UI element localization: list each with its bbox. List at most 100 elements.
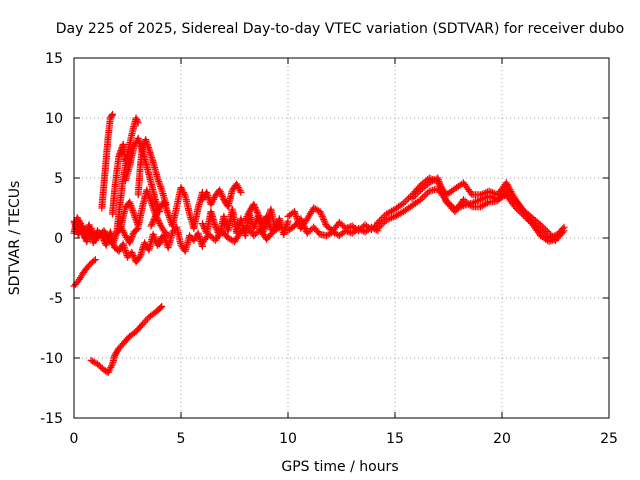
data-point	[153, 174, 161, 182]
data-point	[241, 216, 249, 224]
data-point	[154, 176, 162, 184]
data-point	[108, 112, 116, 120]
data-point	[540, 224, 548, 232]
data-point	[106, 365, 114, 373]
data-point	[301, 224, 309, 232]
data-point	[250, 232, 258, 240]
data-point	[156, 181, 164, 189]
data-point	[148, 219, 156, 227]
data-point	[441, 193, 449, 201]
data-point	[233, 182, 241, 190]
y-tick-label: -15	[40, 411, 63, 427]
data-point	[180, 190, 188, 198]
data-point	[435, 177, 443, 185]
data-point	[145, 193, 153, 201]
data-point	[153, 199, 161, 207]
data-point	[208, 199, 216, 207]
data-point	[180, 189, 188, 197]
data-point	[206, 232, 214, 240]
data-point	[317, 209, 325, 217]
data-point	[300, 223, 308, 231]
data-point	[376, 223, 384, 231]
data-point	[74, 215, 82, 223]
data-point	[297, 215, 305, 223]
data-point	[97, 363, 105, 371]
data-point	[253, 208, 261, 216]
data-point	[219, 194, 227, 202]
data-point	[538, 222, 546, 230]
data-point	[160, 233, 168, 241]
data-point	[250, 202, 258, 210]
data-point	[143, 186, 151, 194]
data-point	[543, 228, 551, 236]
data-point	[108, 362, 116, 370]
data-point	[128, 250, 136, 258]
data-point	[90, 257, 98, 265]
x-tick-label: 25	[600, 431, 618, 447]
data-point	[104, 368, 112, 376]
data-point	[410, 193, 418, 201]
data-point	[475, 196, 483, 204]
data-point	[250, 200, 258, 208]
data-point	[438, 186, 446, 194]
data-point	[130, 210, 138, 218]
data-point	[149, 217, 157, 225]
data-point	[235, 185, 243, 193]
grid-lines	[74, 58, 609, 418]
data-point	[160, 198, 168, 206]
data-point	[478, 195, 486, 203]
data-point	[400, 199, 408, 207]
data-point	[477, 196, 485, 204]
data-point	[151, 214, 159, 222]
data-point	[440, 191, 448, 199]
data-point	[160, 232, 168, 240]
data-point	[437, 184, 445, 192]
y-tick-label: -5	[49, 291, 63, 307]
data-point	[320, 217, 328, 225]
chart-title: Day 225 of 2025, Sidereal Day-to-day VTE…	[56, 21, 624, 37]
data-point	[129, 231, 137, 239]
data-point	[144, 189, 152, 197]
data-point	[73, 214, 81, 222]
data-point	[152, 197, 160, 205]
data-point	[204, 192, 212, 200]
data-point	[480, 194, 488, 202]
y-tick-label: 5	[54, 171, 63, 187]
data-point	[154, 216, 162, 224]
data-point	[542, 226, 550, 234]
data-point	[218, 191, 226, 199]
data-point	[203, 188, 211, 196]
data-point	[412, 191, 420, 199]
data-point	[128, 205, 136, 213]
data-point	[94, 360, 102, 368]
data-point	[298, 218, 306, 226]
y-tick-label: 15	[45, 51, 63, 67]
data-point	[162, 205, 170, 213]
data-point	[135, 254, 143, 261]
data-point	[211, 222, 219, 230]
data-point	[151, 212, 159, 220]
data-point	[138, 144, 146, 152]
data-point	[483, 199, 491, 207]
data-point	[267, 226, 275, 234]
data-point	[133, 226, 141, 234]
data-point	[145, 191, 153, 199]
data-point	[234, 183, 242, 191]
data-point	[243, 213, 251, 221]
data-point	[434, 174, 442, 182]
data-point	[291, 209, 299, 217]
x-tick-label: 15	[386, 431, 404, 447]
data-point	[105, 367, 113, 375]
data-point	[129, 207, 137, 215]
data-point	[299, 220, 307, 228]
data-point	[147, 198, 155, 206]
data-point	[210, 195, 218, 203]
x-tick-label: 10	[279, 431, 297, 447]
data-point	[415, 188, 423, 196]
data-point	[107, 363, 115, 371]
data-point	[535, 219, 543, 227]
data-point	[120, 228, 128, 236]
data-point	[388, 214, 396, 222]
data-point	[379, 219, 387, 227]
